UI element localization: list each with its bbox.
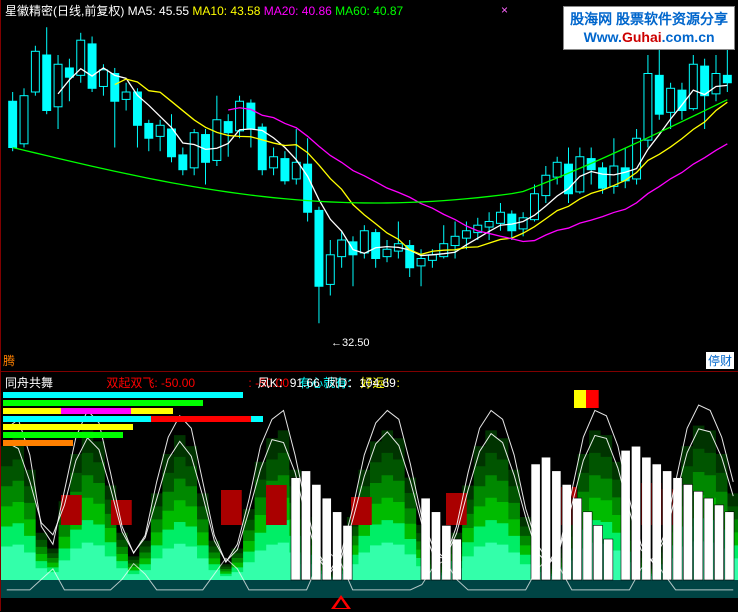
wm-c: .com.cn [662, 29, 715, 45]
corner-right-label: 停财 [706, 352, 734, 369]
watermark-line1: 股海网 股票软件资源分享 [570, 10, 728, 28]
wm-a: Www. [584, 29, 622, 45]
indicator-hbar [3, 440, 73, 446]
indicator-hbar [61, 408, 131, 414]
corner-left-label: 腾 [3, 352, 15, 369]
indicator-panel: 同舟共舞 双起双飞: -50.00 : -50.00 有心就有: 好运！: 凤K… [0, 371, 738, 611]
indicator-hbar [3, 424, 133, 430]
indicator-hbar [3, 432, 123, 438]
wm-b: Guhai [622, 29, 662, 45]
stock-name: 星徽精密(日线,前复权) [5, 4, 124, 18]
close-icon[interactable]: × [501, 3, 508, 17]
watermark-line2: Www.Guhai.com.cn [570, 28, 728, 46]
watermark: 股海网 股票软件资源分享 Www.Guhai.com.cn [563, 6, 735, 50]
ma20-label: MA20: 40.86 [264, 4, 332, 18]
ma5-label: MA5: 45.55 [128, 4, 189, 18]
low-price-label: ←32.50 [331, 337, 370, 349]
chart-title-bar: 星徽精密(日线,前复权) MA5: 45.55 MA10: 43.58 MA20… [5, 2, 403, 19]
ma10-label: MA10: 43.58 [192, 4, 260, 18]
indicator-hbar [3, 392, 243, 398]
candlestick-chart-panel: 星徽精密(日线,前复权) MA5: 45.55 MA10: 43.58 MA20… [0, 0, 738, 371]
signal-triangle-icon [331, 595, 351, 609]
ma60-label: MA60: 40.87 [335, 4, 403, 18]
candlestick-svg [1, 0, 738, 371]
indicator-hbar [151, 416, 251, 422]
indicator-hbar [3, 400, 203, 406]
